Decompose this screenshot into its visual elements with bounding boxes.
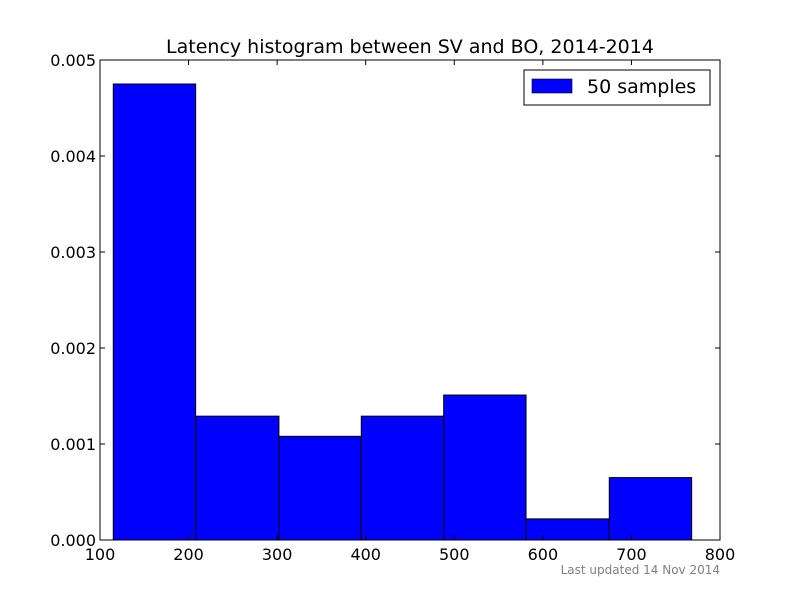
y-tick-label-1: 0.001 (50, 435, 96, 454)
legend-swatch (531, 78, 573, 94)
y-tick-label-5: 0.005 (50, 51, 96, 70)
histogram-bar-2 (278, 435, 362, 541)
y-tick-label-0: 0.000 (50, 531, 96, 550)
x-tick-label-5: 600 (528, 545, 559, 564)
chart-title: Latency histogram between SV and BO, 201… (166, 36, 654, 58)
y-tick-label-3: 0.003 (50, 243, 96, 262)
histogram-bar-4 (443, 394, 527, 541)
histogram-bar-1 (195, 415, 280, 541)
ticks-layer: 100 200 300 400 500 600 700 800 0.000 0.001 0.002 0… (50, 51, 735, 564)
legend: 50 samples (523, 69, 711, 106)
histogram-bar-0 (112, 83, 197, 541)
plot-frame (99, 59, 721, 541)
x-tick-label-6: 700 (616, 545, 647, 564)
legend-label: 50 samples (587, 76, 696, 98)
x-tick-label-4: 500 (439, 545, 470, 564)
x-tick-label-1: 200 (173, 545, 204, 564)
x-tick-label-7: 800 (705, 545, 736, 564)
y-tick-label-2: 0.002 (50, 339, 96, 358)
last-updated-note: Last updated 14 Nov 2014 (561, 563, 720, 577)
x-tick-label-3: 400 (350, 545, 381, 564)
histogram-bar-3 (360, 415, 445, 541)
x-tick-label-2: 300 (262, 545, 293, 564)
x-tick-label-0: 100 (85, 545, 116, 564)
histogram-bar-6 (608, 477, 693, 541)
bars-layer (112, 83, 693, 541)
y-tick-label-4: 0.004 (50, 147, 96, 166)
histogram-bar-5 (525, 518, 610, 541)
